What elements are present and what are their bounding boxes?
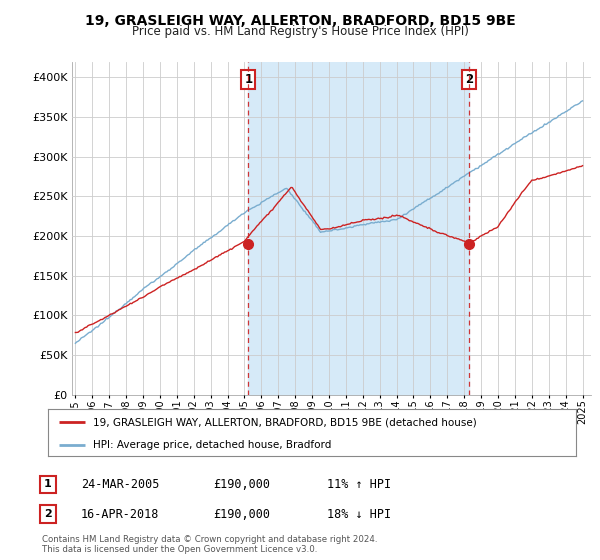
- Text: £190,000: £190,000: [213, 478, 270, 491]
- Text: 2: 2: [44, 509, 52, 519]
- Text: 2: 2: [465, 73, 473, 86]
- Text: 18% ↓ HPI: 18% ↓ HPI: [327, 507, 391, 521]
- Text: 16-APR-2018: 16-APR-2018: [81, 507, 160, 521]
- Text: HPI: Average price, detached house, Bradford: HPI: Average price, detached house, Brad…: [93, 440, 331, 450]
- Text: This data is licensed under the Open Government Licence v3.0.: This data is licensed under the Open Gov…: [42, 545, 317, 554]
- Text: 19, GRASLEIGH WAY, ALLERTON, BRADFORD, BD15 9BE (detached house): 19, GRASLEIGH WAY, ALLERTON, BRADFORD, B…: [93, 417, 476, 427]
- Text: 11% ↑ HPI: 11% ↑ HPI: [327, 478, 391, 491]
- Text: 19, GRASLEIGH WAY, ALLERTON, BRADFORD, BD15 9BE: 19, GRASLEIGH WAY, ALLERTON, BRADFORD, B…: [85, 14, 515, 28]
- Text: 24-MAR-2005: 24-MAR-2005: [81, 478, 160, 491]
- Text: Contains HM Land Registry data © Crown copyright and database right 2024.: Contains HM Land Registry data © Crown c…: [42, 535, 377, 544]
- Text: 1: 1: [244, 73, 253, 86]
- Text: 1: 1: [44, 479, 52, 489]
- Text: Price paid vs. HM Land Registry's House Price Index (HPI): Price paid vs. HM Land Registry's House …: [131, 25, 469, 38]
- Text: £190,000: £190,000: [213, 507, 270, 521]
